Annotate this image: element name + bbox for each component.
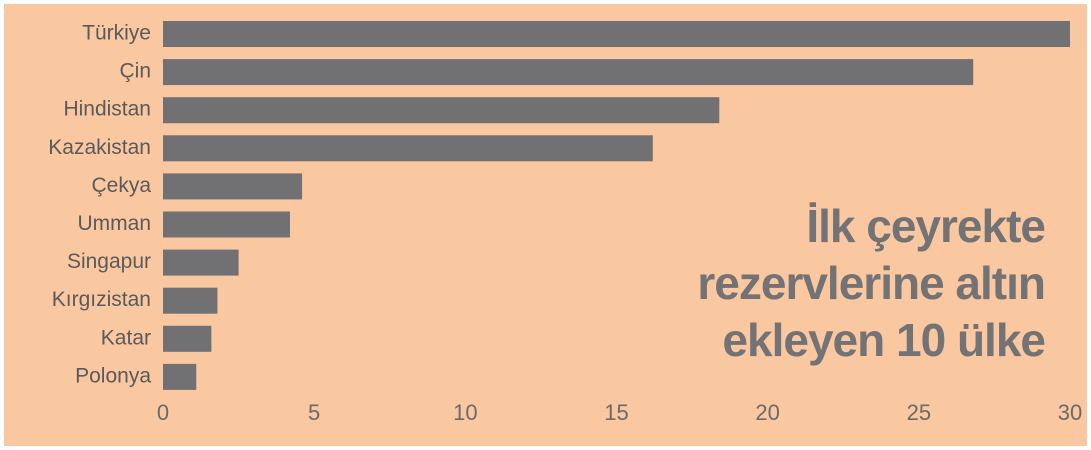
bar bbox=[163, 249, 239, 276]
y-tick-label: Katar bbox=[101, 326, 151, 349]
y-tick-label: Kazakistan bbox=[48, 136, 151, 159]
y-tick-label: Çin bbox=[119, 60, 151, 83]
x-tick-label: 0 bbox=[157, 400, 169, 425]
x-tick-label: 20 bbox=[755, 400, 779, 425]
title-container: İlk çeyrekte rezervlerine altın ekleyen … bbox=[697, 200, 1045, 366]
y-tick-label: Singapur bbox=[67, 250, 151, 273]
x-tick-label: 15 bbox=[604, 400, 628, 425]
x-tick-label: 5 bbox=[308, 400, 320, 425]
x-tick-label: 30 bbox=[1058, 400, 1082, 425]
bar bbox=[163, 135, 653, 162]
x-tick-label: 10 bbox=[453, 400, 477, 425]
bar bbox=[163, 325, 212, 352]
bar bbox=[163, 363, 197, 390]
x-tick-label: 25 bbox=[907, 400, 931, 425]
bar bbox=[163, 287, 218, 314]
chart-title: İlk çeyrekte rezervlerine altın ekleyen … bbox=[697, 200, 1045, 366]
y-tick-label: Türkiye bbox=[82, 22, 151, 45]
y-tick-label: Kırgızistan bbox=[52, 288, 151, 311]
bar bbox=[163, 97, 720, 124]
bar bbox=[163, 211, 290, 238]
bar bbox=[163, 59, 974, 86]
y-tick-label: Polonya bbox=[75, 364, 151, 387]
bar bbox=[163, 21, 1070, 47]
y-tick-label: Hindistan bbox=[63, 98, 151, 121]
bar bbox=[163, 173, 303, 200]
y-tick-label: Çekya bbox=[91, 174, 151, 197]
y-tick-label: Umman bbox=[77, 212, 151, 235]
